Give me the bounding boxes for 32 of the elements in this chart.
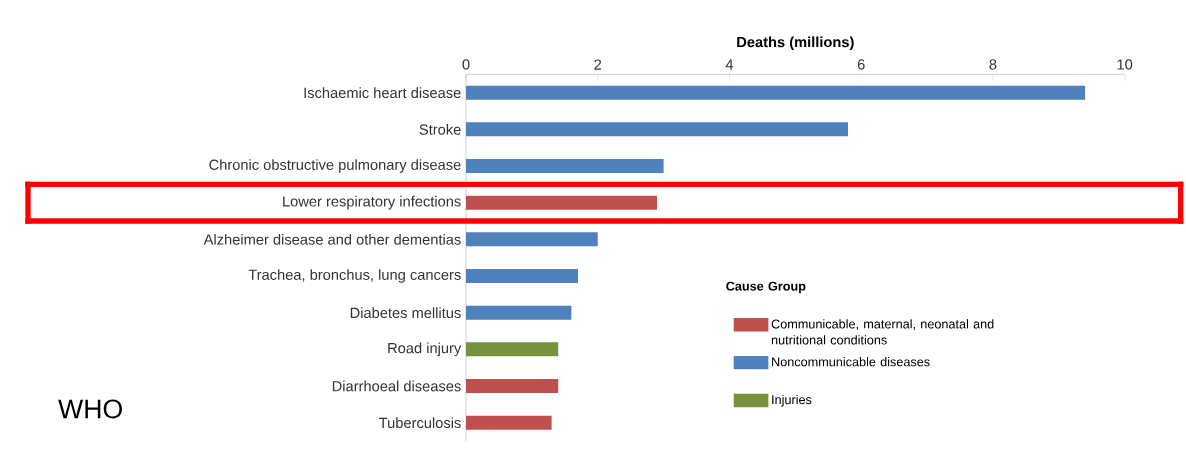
- bar: [466, 232, 598, 247]
- y-tick-label: Ischaemic heart disease: [304, 87, 461, 99]
- legend-title: Cause Group: [726, 281, 806, 294]
- bar: [466, 159, 664, 173]
- y-tick-label: Alzheimer disease and other dementias: [203, 233, 461, 245]
- x-tick-label: 0: [462, 59, 470, 70]
- y-tick-label: Lower respiratory infections: [283, 195, 461, 210]
- bar: [466, 122, 849, 137]
- x-axis-title: Deaths (millions): [737, 36, 854, 51]
- bar: [466, 195, 658, 210]
- x-tick-label: 10: [1117, 59, 1133, 70]
- y-tick-label: Road injury: [388, 342, 462, 357]
- legend-label: Communicable, maternal, neonatal and nutritional conditions: [771, 319, 994, 345]
- x-tick-label: 6: [857, 59, 865, 70]
- bar: [466, 269, 578, 283]
- legend-label: Injuries: [772, 394, 812, 407]
- bar: [466, 378, 559, 393]
- x-tick-label: 8: [989, 59, 997, 70]
- y-tick-label: Diabetes mellitus: [350, 307, 461, 319]
- x-tick-label: 2: [594, 59, 602, 70]
- y-tick-label: Stroke: [419, 123, 461, 135]
- bar: [466, 342, 559, 357]
- bar: [466, 85, 1086, 100]
- y-tick-label: Diarrhoeal diseases: [332, 380, 461, 392]
- text: WHO: [58, 399, 122, 419]
- y-tick-label: Tuberculosis: [379, 417, 461, 429]
- y-tick-label: Chronic obstructive pulmonary disease: [209, 159, 461, 173]
- legend-label: Noncommunicable diseases: [772, 357, 930, 367]
- x-tick-label: 4: [725, 59, 734, 70]
- bar: [466, 415, 552, 430]
- y-tick-label: Trachea, bronchus, lung cancers: [248, 269, 461, 283]
- bar: [466, 305, 572, 320]
